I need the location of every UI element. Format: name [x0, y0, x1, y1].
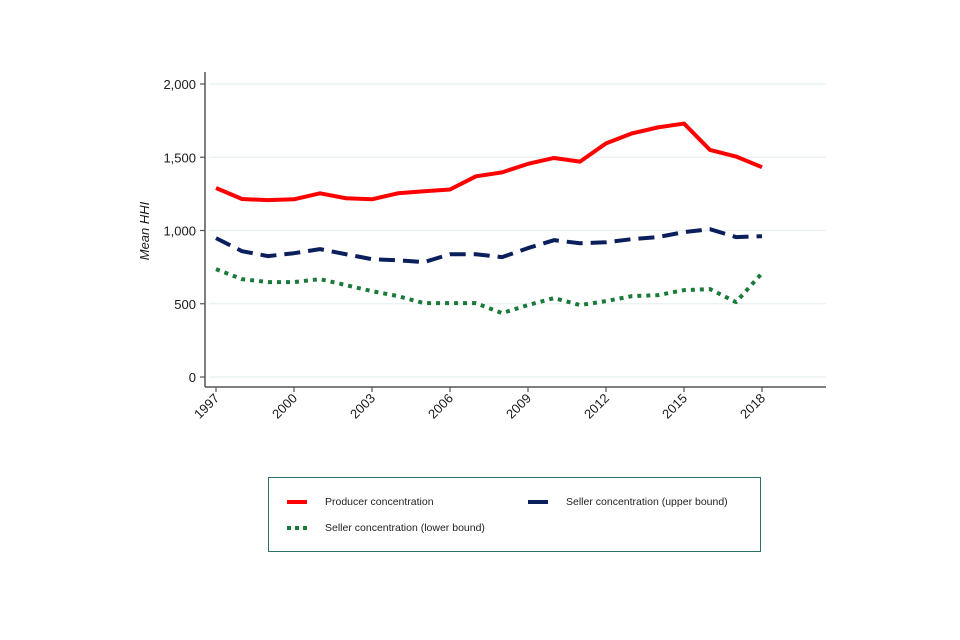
legend-item-seller-lower: Seller concentration (lower bound): [287, 522, 485, 534]
x-axis-ticks: 1997 2000 2003 2006 2009 2012 2015 2018: [191, 387, 768, 422]
x-tick-label: 1997: [191, 391, 222, 422]
x-tick-label: 2018: [737, 391, 768, 422]
y-tick-label: 500: [174, 297, 196, 312]
x-tick-label: 2012: [581, 391, 612, 422]
x-tick-label: 2015: [659, 391, 690, 422]
x-tick-label: 2009: [503, 391, 534, 422]
series-line-solid: [215, 121, 763, 203]
y-tick-label: 1,000: [163, 224, 196, 239]
y-axis-title: Mean HHI: [137, 201, 152, 260]
y-tick-label: 2,000: [163, 77, 196, 92]
x-tick-label: 2003: [347, 391, 378, 422]
legend-label: Producer concentration: [325, 496, 434, 508]
x-tick-label: 2000: [269, 391, 300, 422]
legend-swatch-dashed: [528, 500, 548, 504]
legend-label: Seller concentration (lower bound): [325, 522, 485, 534]
legend-item-producer: Producer concentration: [287, 496, 434, 508]
legend-swatch-dotted: [287, 526, 307, 530]
series-lines: [215, 121, 764, 316]
y-axis-ticks: 0 500 1,000 1,500 2,000: [163, 77, 205, 385]
x-tick-label: 2006: [425, 391, 456, 422]
series-line-dashed: [215, 227, 763, 265]
legend-item-seller-upper: Seller concentration (upper bound): [528, 496, 728, 508]
y-tick-label: 1,500: [163, 150, 196, 165]
legend-label: Seller concentration (upper bound): [566, 496, 728, 508]
series-line-dotted: [215, 267, 764, 316]
y-tick-label: 0: [189, 370, 196, 385]
legend-swatch-solid: [287, 500, 307, 504]
legend: Producer concentration Seller concentrat…: [268, 477, 761, 552]
gridlines: [209, 83, 826, 378]
